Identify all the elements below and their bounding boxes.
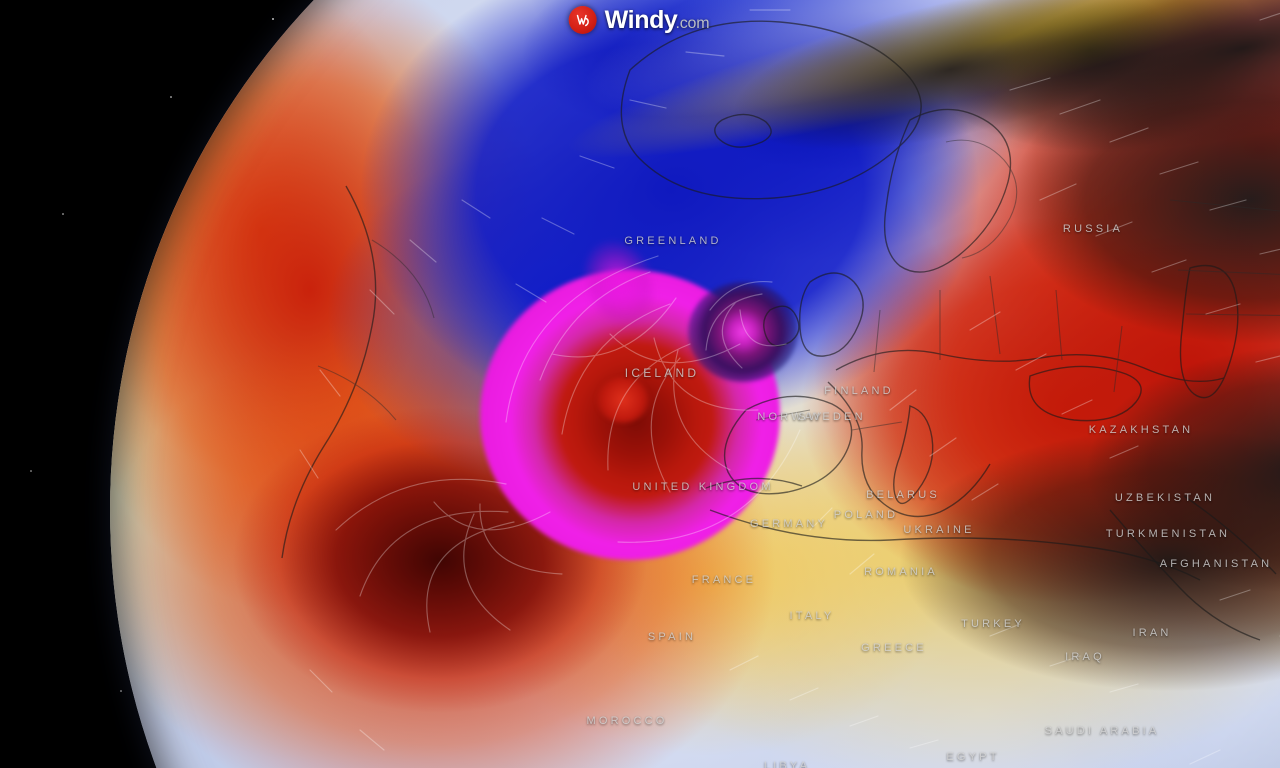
windy-brand-domain: .com (675, 14, 710, 32)
windy-brand-name: Windy (604, 5, 678, 34)
globe-shading-layer (110, 0, 1280, 768)
globe-sphere[interactable] (110, 0, 1280, 768)
windy-w-glyph (576, 14, 589, 26)
windy-logo[interactable]: Windy .com (563, 4, 718, 38)
windy-logo-icon (568, 6, 597, 34)
star (30, 470, 32, 472)
star (62, 213, 64, 215)
globe-rim-layer (110, 0, 1280, 768)
